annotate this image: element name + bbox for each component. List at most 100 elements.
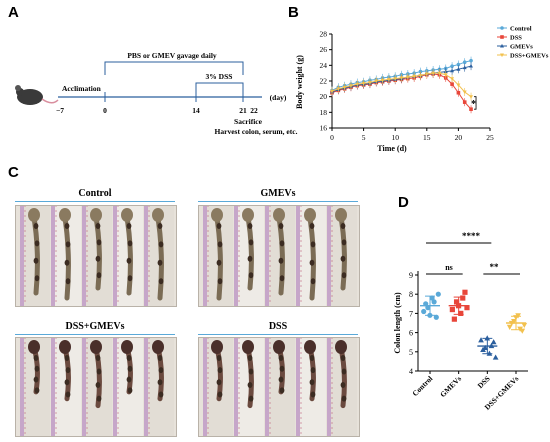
data-point bbox=[456, 67, 461, 71]
y-tick-label: 18 bbox=[320, 108, 328, 117]
colon-specimen bbox=[296, 338, 326, 436]
data-point bbox=[355, 82, 360, 87]
data-point bbox=[462, 65, 467, 70]
colon-photo-dss bbox=[198, 337, 360, 437]
data-point bbox=[469, 58, 473, 63]
x-tick-label: Control bbox=[410, 374, 434, 398]
panel-label-b: B bbox=[288, 4, 299, 21]
y-tick-label: 24 bbox=[320, 61, 328, 70]
colon-specimen bbox=[20, 206, 50, 306]
data-point bbox=[418, 74, 423, 78]
photo-title-gmevs: GMEVs bbox=[260, 188, 296, 199]
data-point bbox=[469, 95, 474, 99]
y-tick-label: 9 bbox=[409, 271, 413, 280]
colon-specimen bbox=[327, 206, 357, 306]
title-underline bbox=[198, 334, 358, 335]
dss-label: 3% DSS bbox=[206, 72, 233, 81]
colon-specimen bbox=[234, 338, 264, 436]
data-point bbox=[361, 81, 366, 86]
data-point bbox=[443, 73, 448, 77]
y-tick-label: 20 bbox=[320, 92, 328, 101]
data-point bbox=[451, 316, 457, 322]
panel-label-a: A bbox=[8, 4, 19, 21]
colon-specimen bbox=[234, 206, 264, 306]
y-tick-label: 26 bbox=[320, 45, 328, 54]
colon-specimen bbox=[296, 206, 326, 306]
colon-specimen bbox=[82, 338, 112, 436]
data-point bbox=[456, 62, 461, 67]
data-point bbox=[399, 76, 404, 81]
colon-specimen bbox=[265, 338, 295, 436]
x-tick-label: 10 bbox=[391, 133, 399, 142]
data-point bbox=[374, 79, 379, 84]
data-point bbox=[431, 299, 437, 305]
data-point bbox=[462, 100, 467, 104]
x-tick-label: 0 bbox=[330, 133, 334, 142]
significance-right: ** bbox=[490, 262, 500, 272]
photo-title-control: Control bbox=[78, 188, 112, 199]
data-point bbox=[453, 299, 460, 305]
group-control bbox=[420, 291, 441, 320]
title-underline bbox=[15, 334, 175, 335]
data-point bbox=[435, 291, 441, 297]
y-tick-label: 8 bbox=[409, 290, 413, 299]
harvest-label: Harvest colon, serum, etc. bbox=[215, 127, 298, 136]
y-tick-label: 4 bbox=[409, 367, 413, 376]
legend-label: DSS bbox=[510, 35, 522, 42]
gavage-bracket bbox=[104, 61, 244, 75]
data-point bbox=[450, 68, 455, 73]
data-point bbox=[450, 82, 454, 86]
data-point bbox=[486, 350, 493, 356]
x-tick-label: 15 bbox=[423, 133, 431, 142]
data-point bbox=[380, 78, 385, 83]
data-point bbox=[478, 337, 484, 343]
group-dss-gmevs bbox=[506, 313, 528, 334]
data-point bbox=[460, 295, 466, 301]
day-unit-label: (day) bbox=[270, 93, 287, 102]
mouse-icon bbox=[15, 85, 59, 105]
photo-title-dss: DSS bbox=[268, 321, 288, 332]
timeline-diagram: PBS or GMEV gavage daily 3% DSS Acclimat… bbox=[15, 51, 298, 136]
colon-photo-gmevs bbox=[198, 205, 360, 307]
data-point bbox=[429, 295, 435, 301]
x-tick-label: DSS bbox=[476, 374, 492, 390]
significance-top: **** bbox=[462, 231, 481, 241]
data-point bbox=[484, 335, 491, 341]
data-point bbox=[469, 107, 473, 111]
x-tick-label: 20 bbox=[455, 133, 463, 142]
group-dss bbox=[477, 335, 499, 360]
x-tick-label: 5 bbox=[362, 133, 366, 142]
group-gmevs bbox=[448, 289, 470, 322]
y-axis-label: Colon length (cm) bbox=[393, 292, 402, 354]
y-axis-label: Body weight (g) bbox=[295, 55, 304, 109]
data-point bbox=[521, 322, 528, 329]
series-dss-gmevs bbox=[330, 69, 474, 101]
data-point bbox=[458, 310, 464, 316]
legend-label: DSS+GMEVs bbox=[510, 53, 549, 60]
colon-specimen bbox=[51, 338, 81, 436]
x-axis-label: Time (d) bbox=[377, 144, 407, 153]
data-point bbox=[433, 314, 439, 320]
data-point bbox=[348, 84, 353, 88]
data-point bbox=[421, 308, 427, 315]
data-point bbox=[462, 90, 467, 95]
colon-photo-dss-gmevs bbox=[15, 337, 177, 437]
colon-specimen bbox=[113, 206, 143, 306]
data-point bbox=[437, 71, 442, 76]
data-point bbox=[336, 87, 341, 91]
chart-legend: Control DSS GMEVs DSS+GMEVs bbox=[497, 26, 549, 60]
colon-photo-control bbox=[15, 205, 177, 307]
body-weight-chart: 0 5 10 15 20 25 16 18 20 22 24 26 28 Time (d) Body w… bbox=[295, 26, 549, 154]
y-tick-label: 7 bbox=[409, 309, 413, 318]
data-point bbox=[405, 75, 410, 80]
data-point bbox=[462, 289, 468, 295]
legend-marker bbox=[500, 26, 504, 30]
y-tick-label: 22 bbox=[320, 77, 328, 86]
tick-label: −7 bbox=[56, 106, 64, 115]
significance-bracket bbox=[474, 96, 477, 110]
colon-specimen bbox=[51, 206, 81, 306]
data-point bbox=[431, 71, 436, 76]
colon-specimen bbox=[327, 338, 357, 436]
y-tick-label: 5 bbox=[409, 348, 413, 357]
